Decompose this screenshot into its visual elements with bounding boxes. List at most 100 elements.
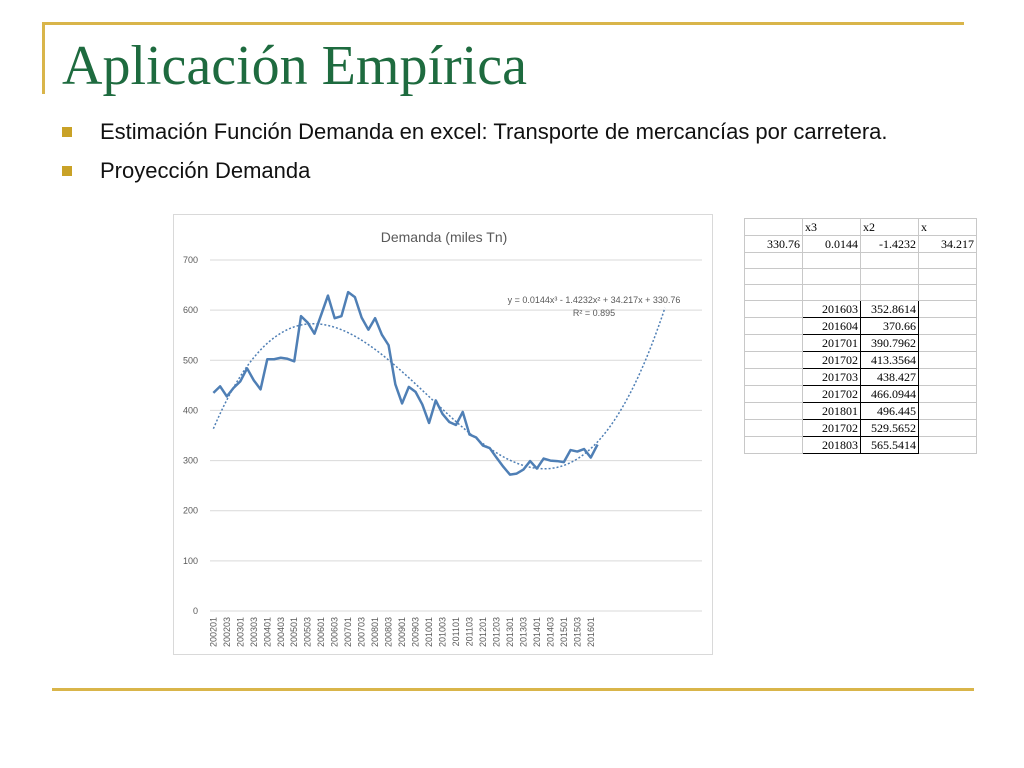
table-cell bbox=[918, 252, 977, 269]
y-tick-label: 300 bbox=[183, 456, 198, 466]
table-cell bbox=[744, 385, 803, 403]
table-cell: 496.445 bbox=[860, 402, 919, 420]
table-cell: 0.0144 bbox=[802, 235, 861, 253]
table-cell bbox=[802, 252, 861, 269]
x-tick-label: 201601 bbox=[586, 617, 596, 647]
bottom-rule bbox=[52, 688, 974, 691]
table-cell: 201702 bbox=[802, 385, 861, 403]
table-row: 330.76 0.0144 -1.4232 34.217 bbox=[744, 235, 977, 253]
x-tick-label: 201401 bbox=[532, 617, 542, 647]
table-cell bbox=[918, 436, 977, 454]
table-row: 201703 438.427 bbox=[744, 368, 977, 386]
x-tick-label: 201501 bbox=[559, 617, 569, 647]
table-cell: 201703 bbox=[802, 368, 861, 386]
table-cell bbox=[744, 419, 803, 437]
table-cell bbox=[918, 351, 977, 369]
trendline-equation: y = 0.0144x³ - 1.4232x² + 34.217x + 330.… bbox=[508, 295, 681, 305]
table-row: 201702 413.3564 bbox=[744, 351, 977, 369]
table-cell: x2 bbox=[860, 218, 919, 236]
table-cell: 390.7962 bbox=[860, 334, 919, 352]
table-cell: 34.217 bbox=[918, 235, 977, 253]
y-tick-label: 400 bbox=[183, 405, 198, 415]
table-cell bbox=[918, 402, 977, 420]
table-row: 201801 496.445 bbox=[744, 402, 977, 420]
x-tick-label: 201001 bbox=[424, 617, 434, 647]
table-cell bbox=[918, 419, 977, 437]
slide-title: Aplicación Empírica bbox=[62, 35, 527, 97]
x-tick-label: 200803 bbox=[384, 617, 394, 647]
table-row: 201702 529.5652 bbox=[744, 419, 977, 437]
y-tick-label: 700 bbox=[183, 255, 198, 265]
square-bullet-icon bbox=[62, 166, 72, 176]
x-tick-label: 201003 bbox=[438, 617, 448, 647]
x-tick-label: 200301 bbox=[235, 617, 245, 647]
table-cell: 201702 bbox=[802, 419, 861, 437]
table-row: 201702 466.0944 bbox=[744, 385, 977, 403]
table-cell: 529.5652 bbox=[860, 419, 919, 437]
table-cell bbox=[802, 268, 861, 285]
y-axis-ticks: 0 100 200 300 400 500 600 700 bbox=[183, 255, 198, 616]
x-axis-ticks: 200201 200203 200301 200303 200401 200403 2005… bbox=[208, 617, 595, 647]
x-tick-label: 201403 bbox=[545, 617, 555, 647]
x-tick-label: 200403 bbox=[276, 617, 286, 647]
table-cell: -1.4232 bbox=[860, 235, 919, 253]
table-cell: 201702 bbox=[802, 351, 861, 369]
table-cell bbox=[918, 284, 977, 301]
table-cell bbox=[744, 368, 803, 386]
x-tick-label: 200503 bbox=[303, 617, 313, 647]
table-cell bbox=[744, 268, 803, 285]
demand-series-line bbox=[212, 290, 599, 476]
table-row bbox=[744, 268, 977, 285]
table-row: 201604 370.66 bbox=[744, 317, 977, 335]
bullet-text: Proyección Demanda bbox=[100, 158, 311, 183]
table-cell bbox=[744, 402, 803, 420]
table-cell bbox=[744, 284, 803, 301]
table-row: 201701 390.7962 bbox=[744, 334, 977, 352]
table-cell bbox=[744, 317, 803, 335]
x-tick-label: 201301 bbox=[505, 617, 515, 647]
x-tick-label: 201303 bbox=[518, 617, 528, 647]
table-row: 201603 352.8614 bbox=[744, 300, 977, 318]
x-tick-label: 201103 bbox=[464, 617, 474, 646]
table-cell: 466.0944 bbox=[860, 385, 919, 403]
x-tick-label: 200701 bbox=[343, 617, 353, 647]
trendline-r2: R² = 0.895 bbox=[573, 308, 615, 318]
x-tick-label: 200901 bbox=[397, 617, 407, 647]
table-cell bbox=[918, 368, 977, 386]
bullet-item: Estimación Función Demanda en excel: Tra… bbox=[62, 118, 942, 145]
x-tick-label: 200203 bbox=[222, 617, 232, 647]
table-row bbox=[744, 284, 977, 301]
x-tick-label: 200903 bbox=[411, 617, 421, 647]
y-tick-label: 100 bbox=[183, 556, 198, 566]
chart-svg: Demanda (miles Tn) 0 100 200 300 400 500 600 70… bbox=[183, 229, 702, 647]
x-tick-label: 200303 bbox=[249, 617, 259, 647]
y-tick-label: 500 bbox=[183, 355, 198, 365]
x-tick-label: 200401 bbox=[262, 617, 272, 647]
table-cell: 201701 bbox=[802, 334, 861, 352]
table-cell: 413.3564 bbox=[860, 351, 919, 369]
x-tick-label: 200201 bbox=[208, 617, 218, 647]
table-cell: 201604 bbox=[802, 317, 861, 335]
coefficients-table: x3 x2 x 330.76 0.0144 -1.4232 34.217 201… bbox=[744, 218, 977, 454]
table-cell: 352.8614 bbox=[860, 300, 919, 318]
table-cell: 201803 bbox=[802, 436, 861, 454]
table-cell: 565.5414 bbox=[860, 436, 919, 454]
table-cell bbox=[744, 218, 803, 236]
demand-chart: Demanda (miles Tn) 0 100 200 300 400 500 600 70… bbox=[173, 214, 713, 655]
table-cell bbox=[918, 385, 977, 403]
table-cell: 438.427 bbox=[860, 368, 919, 386]
x-tick-label: 201101 bbox=[451, 617, 461, 646]
table-cell bbox=[744, 436, 803, 454]
table-cell: 370.66 bbox=[860, 317, 919, 335]
y-tick-label: 600 bbox=[183, 305, 198, 315]
table-cell bbox=[918, 317, 977, 335]
table-cell bbox=[802, 284, 861, 301]
table-cell: x bbox=[918, 218, 977, 236]
table-cell bbox=[860, 284, 919, 301]
square-bullet-icon bbox=[62, 127, 72, 137]
bullet-item: Proyección Demanda bbox=[62, 157, 942, 184]
table-cell bbox=[744, 252, 803, 269]
table-cell bbox=[918, 334, 977, 352]
table-cell bbox=[860, 268, 919, 285]
x-tick-label: 200601 bbox=[316, 617, 326, 647]
